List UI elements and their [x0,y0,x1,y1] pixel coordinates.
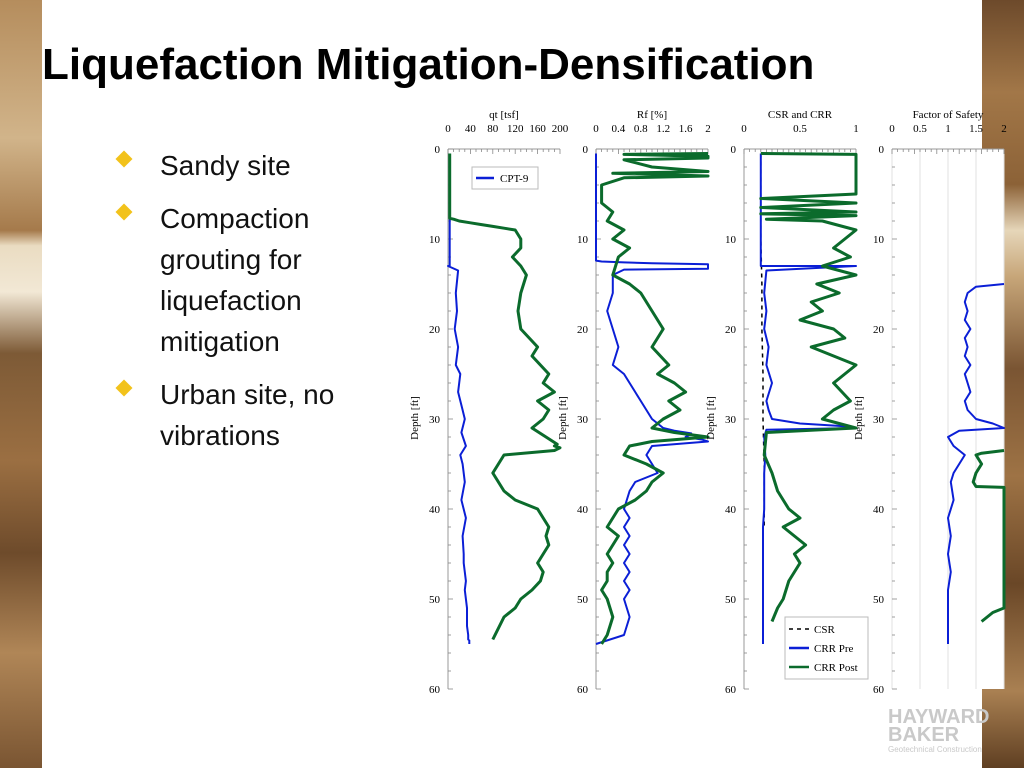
y-tick-label: 60 [725,684,737,696]
x-tick-label: 1 [853,123,859,135]
legend-label: CRR Pre [814,643,854,655]
x-tick-label: 1.2 [656,123,670,135]
slide-title: Liquefaction Mitigation-Densification [42,40,815,89]
bullet-item: Urban site, no vibrations [114,374,414,456]
logo-line-2: BAKER [888,724,960,746]
y-tick-label: 20 [725,324,737,336]
y-tick-label: 20 [873,324,885,336]
y-tick-label: 10 [577,234,589,246]
y-axis-label: Depth [ft] [557,396,569,440]
chart-title: CSR and CRR [768,109,833,121]
chart-title: qt [tsf] [489,109,519,121]
chart-title: Factor of Safety [913,109,984,121]
legend-label: CPT-9 [500,173,529,185]
y-tick-label: 10 [725,234,737,246]
y-axis-label: Depth [ft] [705,396,717,440]
y-tick-label: 20 [429,324,441,336]
x-tick-label: 2 [1001,123,1007,135]
x-tick-label: 1.5 [969,123,983,135]
series-line [448,153,562,641]
series-line [759,152,858,623]
bullet-text: Urban site, no vibrations [160,379,335,451]
series-line [600,152,710,645]
x-tick-label: 0 [593,123,599,135]
bullet-item: Sandy site [114,145,414,186]
x-tick-label: 80 [487,123,499,135]
series-line [947,283,1005,644]
x-tick-label: 200 [552,123,569,135]
series-line [759,153,857,644]
chart-title: Rf [%] [637,109,667,121]
bullet-text: Sandy site [160,150,291,181]
x-tick-label: 0.5 [913,123,927,135]
x-tick-label: 40 [465,123,477,135]
y-tick-label: 20 [577,324,589,336]
bullet-list: Sandy site Compaction grouting for lique… [114,145,414,468]
left-texture-border [0,0,42,768]
legend-label: CSR [814,624,835,636]
x-tick-label: 1.6 [679,123,693,135]
bullet-item: Compaction grouting for liquefaction mit… [114,198,414,362]
y-tick-label: 50 [873,594,885,606]
legend-box [471,166,539,190]
y-tick-label: 50 [577,594,589,606]
y-tick-label: 10 [429,234,441,246]
y-tick-label: 60 [577,684,589,696]
x-tick-label: 0 [889,123,895,135]
y-tick-label: 40 [873,504,885,516]
y-tick-label: 0 [435,144,441,156]
y-tick-label: 0 [583,144,589,156]
x-tick-label: 0.5 [793,123,807,135]
legend-label: CRR Post [814,662,858,674]
y-tick-label: 40 [577,504,589,516]
logo-line-1: HAYWARD [888,706,990,728]
x-tick-label: 2 [705,123,711,135]
x-tick-label: 1 [945,123,951,135]
hayward-baker-logo: HAYWARD BAKER Geotechnical Construction [888,706,1024,754]
y-tick-label: 30 [725,414,737,426]
y-axis-label: Depth [ft] [409,396,421,440]
x-tick-label: 0 [741,123,747,135]
y-tick-label: 60 [873,684,885,696]
y-axis-label: Depth [ft] [853,396,865,440]
x-tick-label: 0 [445,123,451,135]
y-tick-label: 10 [873,234,885,246]
y-tick-label: 50 [429,594,441,606]
series-line [971,449,1006,623]
y-tick-label: 30 [429,414,441,426]
y-tick-label: 0 [731,144,737,156]
x-tick-label: 0.4 [612,123,626,135]
series-line [595,153,709,645]
x-tick-label: 160 [529,123,546,135]
y-tick-label: 30 [577,414,589,426]
y-tick-label: 40 [429,504,441,516]
y-tick-label: 0 [879,144,885,156]
x-tick-label: 120 [507,123,524,135]
logo-tagline: Geotechnical Construction [888,745,982,754]
bullet-text: Compaction grouting for liquefaction mit… [160,203,310,357]
x-tick-label: 0.8 [634,123,648,135]
series-line [447,153,471,644]
y-tick-label: 30 [873,414,885,426]
y-tick-label: 50 [725,594,737,606]
y-tick-label: 60 [429,684,441,696]
y-tick-label: 40 [725,504,737,516]
